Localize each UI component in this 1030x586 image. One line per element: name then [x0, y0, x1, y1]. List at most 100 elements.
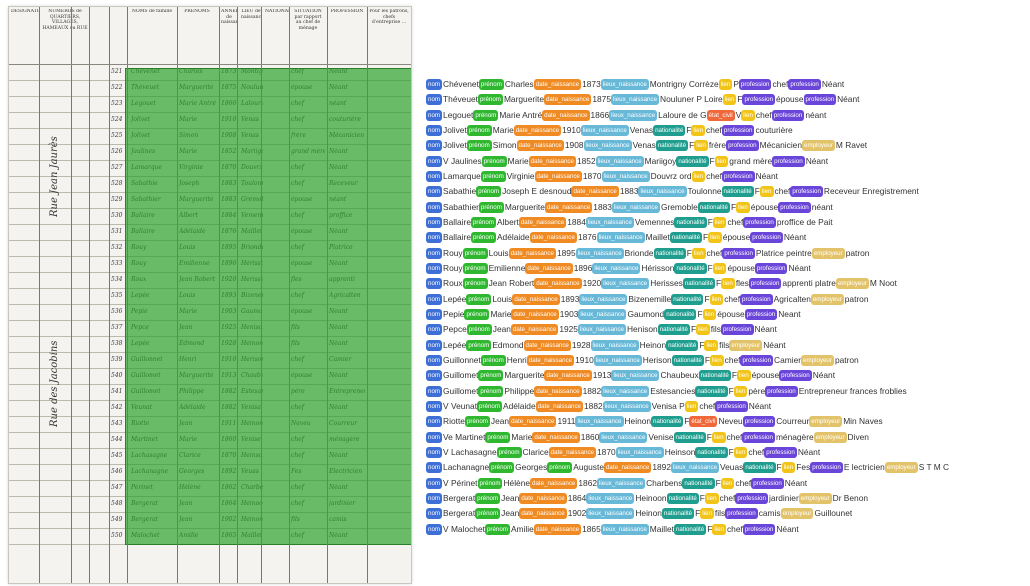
entity-tag-date_naissance[interactable]: date_naissance: [543, 94, 592, 106]
entity-tag-lieux_naissance[interactable]: lieux_naissance: [575, 247, 624, 259]
entity-tag-lien[interactable]: lien: [714, 155, 729, 167]
entity-tag-nom[interactable]: nom: [426, 232, 443, 244]
entity-tag-lieux_naissance[interactable]: lieux_naissance: [601, 385, 650, 397]
entity-tag-nom[interactable]: nom: [426, 94, 443, 106]
entity-tag-prnom[interactable]: prénom: [484, 523, 510, 535]
entity-tag-date_naissance[interactable]: date_naissance: [513, 124, 562, 136]
entity-tag-nationalit[interactable]: nationalité: [671, 293, 704, 305]
entity-tag-profession[interactable]: profession: [720, 324, 754, 336]
entity-tag-nom[interactable]: nom: [426, 431, 443, 443]
entity-tag-lien[interactable]: lien: [684, 400, 699, 412]
entity-tag-lien[interactable]: lien: [702, 308, 717, 320]
entity-tag-lieux_naissance[interactable]: lieux_naissance: [609, 109, 658, 121]
entity-tag-nationalit[interactable]: nationalité: [664, 308, 697, 320]
entity-tag-nom[interactable]: nom: [426, 79, 443, 90]
entity-tag-date_naissance[interactable]: date_naissance: [533, 79, 582, 90]
entity-tag-profession[interactable]: profession: [742, 416, 776, 428]
entity-tag-profession[interactable]: profession: [742, 523, 776, 535]
entity-tag-nationalit[interactable]: nationalité: [673, 523, 707, 535]
entity-tag-lieux_naissance[interactable]: lieux_naissance: [586, 508, 635, 520]
entity-tag-nationalit[interactable]: nationalité: [695, 446, 728, 458]
entity-tag-nom[interactable]: nom: [426, 170, 443, 182]
entity-tag-nom[interactable]: nom: [426, 523, 443, 535]
entity-tag-lien[interactable]: lien: [711, 431, 726, 443]
entity-tag-lien[interactable]: lien: [691, 247, 706, 259]
entity-tag-prnom[interactable]: prénom: [485, 431, 511, 443]
entity-tag-nationalit[interactable]: nationalité: [674, 262, 707, 274]
entity-tag-nationalit[interactable]: nationalité: [666, 492, 699, 504]
entity-tag-profession[interactable]: profession: [788, 79, 821, 90]
entity-tag-lieux_naissance[interactable]: lieux_naissance: [602, 400, 651, 412]
entity-tag-lien[interactable]: lien: [712, 523, 726, 535]
entity-tag-date_naissance[interactable]: date_naissance: [530, 477, 578, 489]
entity-tag-prnom[interactable]: prénom: [466, 124, 492, 136]
entity-tag-lieux_naissance[interactable]: lieux_naissance: [595, 155, 644, 167]
entity-tag-nom[interactable]: nom: [426, 155, 443, 167]
entity-tag-lieux_naissance[interactable]: lieux_naissance: [590, 339, 639, 351]
entity-tag-nom[interactable]: nom: [426, 216, 443, 228]
entity-tag-prnom[interactable]: prénom: [470, 216, 496, 228]
entity-tag-profession[interactable]: profession: [726, 140, 759, 152]
entity-tag-nom[interactable]: nom: [426, 339, 443, 351]
entity-tag-date_naissance[interactable]: date_naissance: [508, 247, 556, 259]
entity-tag-nationalit[interactable]: nationalité: [657, 324, 690, 336]
entity-tag-prnom[interactable]: prénom: [475, 492, 501, 504]
entity-tag-profession[interactable]: profession: [803, 94, 837, 106]
entity-tag-lien[interactable]: lien: [737, 370, 751, 382]
entity-tag-profession[interactable]: profession: [735, 492, 768, 504]
entity-tag-prnom[interactable]: prénom: [480, 354, 506, 366]
entity-tag-prnom[interactable]: prénom: [464, 308, 490, 320]
entity-tag-nom[interactable]: nom: [426, 247, 443, 259]
entity-tag-lieux_naissance[interactable]: lieux_naissance: [593, 354, 642, 366]
entity-tag-date_naissance[interactable]: date_naissance: [571, 186, 619, 198]
entity-tag-nationalit[interactable]: nationalité: [743, 462, 776, 474]
entity-tag-date_naissance[interactable]: date_naissance: [516, 140, 564, 152]
entity-tag-nationalit[interactable]: nationalité: [673, 431, 706, 443]
entity-tag-nationalit[interactable]: nationalité: [676, 155, 709, 167]
entity-tag-profession[interactable]: profession: [742, 94, 776, 106]
entity-tag-nom[interactable]: nom: [426, 354, 443, 366]
entity-tag-nationalit[interactable]: nationalité: [682, 477, 715, 489]
entity-tag-date_naissance[interactable]: date_naissance: [548, 446, 597, 458]
entity-tag-prnom[interactable]: prénom: [476, 186, 502, 198]
entity-tag-profession[interactable]: profession: [740, 354, 774, 366]
entity-tag-nom[interactable]: nom: [426, 508, 443, 520]
entity-tag-profession[interactable]: profession: [778, 201, 811, 213]
entity-tag-nationalit[interactable]: nationalité: [695, 385, 728, 397]
entity-tag-profession[interactable]: profession: [722, 170, 755, 182]
entity-tag-date_naissance[interactable]: date_naissance: [518, 216, 567, 228]
entity-tag-lieux_naissance[interactable]: lieux_naissance: [592, 262, 641, 274]
entity-tag-employeur[interactable]: employeur: [835, 278, 869, 290]
entity-tag-nationalit[interactable]: nationalité: [651, 416, 684, 428]
entity-tag-date_naissance[interactable]: date_naissance: [534, 278, 582, 290]
entity-tag-lieux_naissance[interactable]: lieux_naissance: [577, 324, 626, 336]
entity-tag-profession[interactable]: profession: [764, 446, 797, 458]
entity-tag-date_naissance[interactable]: date_naissance: [534, 385, 582, 397]
entity-tag-date_naissance[interactable]: date_naissance: [603, 462, 652, 474]
entity-tag-lien[interactable]: lien: [700, 508, 714, 520]
entity-tag-prnom[interactable]: prénom: [475, 508, 501, 520]
entity-tag-nationalit[interactable]: nationalité: [666, 339, 699, 351]
entity-tag-lien[interactable]: lien: [733, 446, 748, 458]
entity-tag-date_naissance[interactable]: date_naissance: [529, 232, 577, 244]
entity-tag-nom[interactable]: nom: [426, 462, 443, 474]
entity-tag-lien[interactable]: lien: [781, 462, 796, 474]
entity-tag-date_naissance[interactable]: date_naissance: [526, 354, 575, 366]
entity-tag-lieux_naissance[interactable]: lieux_naissance: [615, 446, 664, 458]
entity-tag-prnom[interactable]: prénom: [466, 140, 492, 152]
entity-tag-nationalit[interactable]: nationalité: [721, 186, 754, 198]
entity-tag-lieux_naissance[interactable]: lieux_naissance: [610, 94, 660, 106]
entity-tag-employeur[interactable]: employeur: [810, 293, 844, 305]
entity-tag-nom[interactable]: nom: [426, 140, 443, 152]
entity-tag-tat_civil[interactable]: état_civil: [689, 416, 718, 428]
entity-tag-prnom[interactable]: prénom: [489, 462, 515, 474]
entity-tag-prnom[interactable]: prénom: [480, 170, 506, 182]
entity-tag-lien[interactable]: lien: [691, 124, 706, 136]
entity-tag-profession[interactable]: profession: [748, 278, 782, 290]
entity-tag-nom[interactable]: nom: [426, 124, 443, 136]
entity-tag-prnom[interactable]: prénom: [477, 94, 503, 106]
entity-tag-date_naissance[interactable]: date_naissance: [542, 109, 590, 121]
entity-tag-prnom[interactable]: prénom: [478, 370, 504, 382]
entity-tag-lien[interactable]: lien: [741, 109, 755, 121]
entity-tag-profession[interactable]: profession: [715, 400, 748, 412]
